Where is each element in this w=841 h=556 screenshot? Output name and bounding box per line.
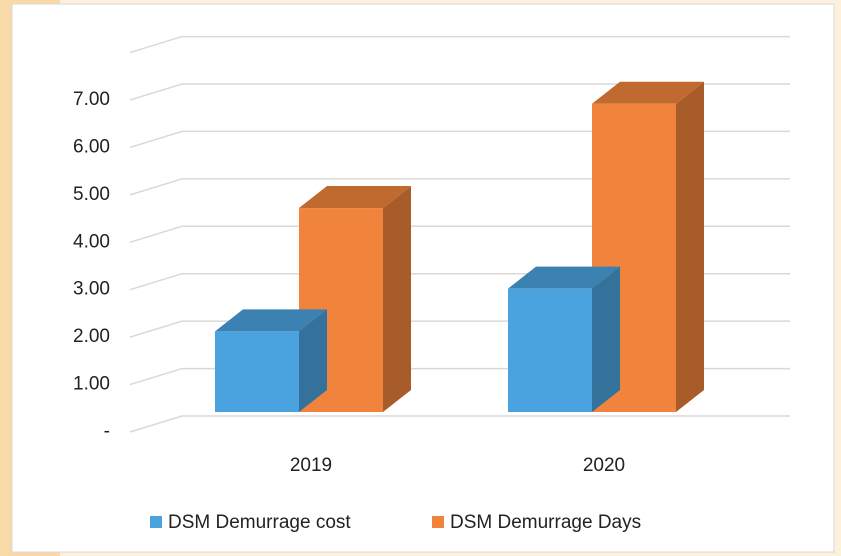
bar-side [676,81,704,412]
y-tick-label: 1.00 [73,374,110,395]
legend-swatch [432,516,444,528]
bar [215,331,299,412]
grid-line [129,83,790,101]
grid-line [129,178,790,196]
y-tick-label: 6.00 [73,136,110,157]
bar-top [592,81,704,104]
bar-top [299,186,411,209]
y-tick-label: 2.00 [73,326,110,347]
legend-label: DSM Demurrage Days [450,512,641,533]
bar-side [592,266,620,412]
bar-top [215,309,327,332]
grid-frame [129,35,790,54]
y-tick-label: 7.00 [73,89,110,110]
bar-side [299,309,327,412]
grid-line [129,225,790,244]
y-tick-label: 3.00 [73,279,110,300]
y-tick-label: 4.00 [73,231,110,252]
bar-side [383,186,411,412]
grid-line [129,415,790,433]
x-tick-label: 2019 [290,455,332,476]
legend-swatch [150,516,162,528]
bar-top [508,266,620,289]
chart-panel [11,3,835,553]
grid-line [129,130,790,149]
y-tick-label: 5.00 [73,184,110,205]
x-tick-label: 2020 [583,455,625,476]
y-tick-label: - [104,421,110,442]
legend-label: DSM Demurrage cost [168,512,351,533]
bar [508,288,592,412]
